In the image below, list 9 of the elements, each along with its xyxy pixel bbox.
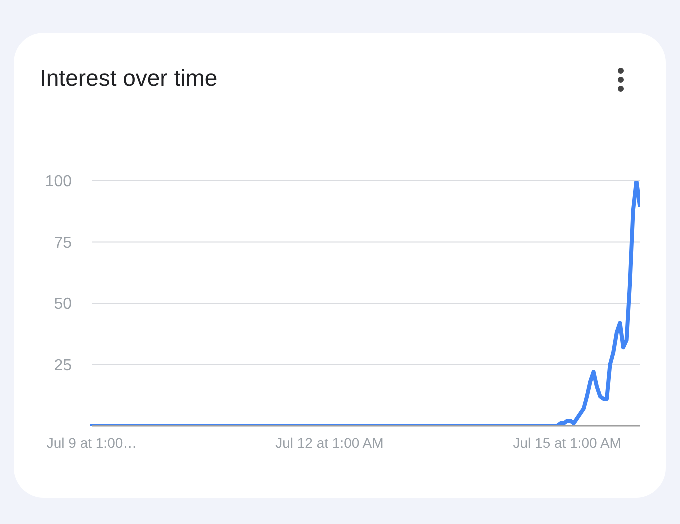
y-tick-label: 75 [54, 234, 72, 252]
y-tick-label: 100 [45, 174, 72, 191]
x-tick-label: Jul 9 at 1:00… [46, 434, 138, 451]
x-tick-label: Jul 15 at 1:00 AM [513, 434, 622, 451]
y-tick-label: 50 [54, 296, 72, 314]
y-tick-label: 25 [54, 357, 72, 374]
chart-title: Interest over time [40, 65, 218, 92]
line-series [90, 181, 640, 426]
x-tick-label: Jul 12 at 1:00 AM [276, 434, 384, 451]
